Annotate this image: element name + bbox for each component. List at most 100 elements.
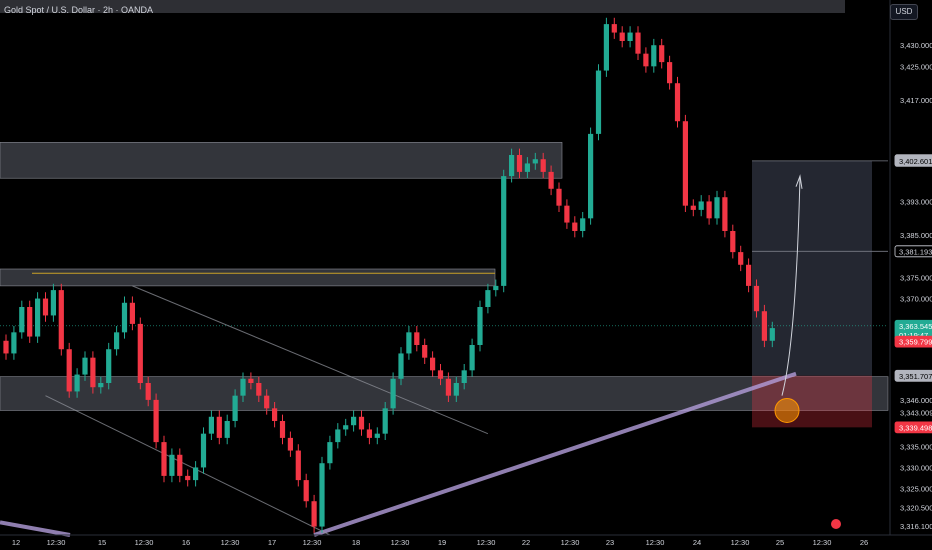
candle-body: [161, 442, 167, 476]
candle: [461, 364, 467, 390]
symbol-title: Gold Spot / U.S. Dollar · 2h · OANDA: [4, 5, 154, 15]
candle-body: [730, 231, 736, 253]
price-tick: 3,320.500: [900, 504, 932, 513]
candle-body: [327, 442, 333, 464]
candle: [580, 212, 586, 238]
candle: [469, 338, 475, 377]
price-tick: 3,417.000: [900, 96, 932, 105]
candle: [287, 431, 293, 457]
candle-body: [3, 340, 9, 354]
candle: [730, 224, 736, 259]
candle-body: [398, 353, 404, 379]
candle-body: [129, 302, 135, 324]
candle-body: [264, 395, 270, 409]
candle-body: [509, 155, 515, 177]
candle-body: [485, 290, 491, 307]
trendline-channel-top: [132, 285, 489, 435]
candle-body: [35, 298, 41, 337]
candle-body: [659, 45, 665, 63]
target-area: [752, 160, 872, 376]
price-tick: 3,316.100: [900, 522, 932, 531]
candle: [42, 292, 49, 322]
candle-body: [169, 454, 175, 476]
price-label-text: 3,381.193: [899, 247, 932, 256]
time-tick: 22: [522, 538, 530, 547]
candle: [114, 326, 120, 356]
supply-demand-zone: [0, 268, 496, 287]
candle: [193, 461, 199, 487]
candle-body: [19, 307, 25, 333]
buy-zone-marker: [774, 397, 800, 423]
candle-body: [303, 480, 309, 502]
candle-body: [516, 155, 523, 172]
candle-body: [453, 383, 459, 396]
candle: [556, 182, 562, 212]
candle-body: [461, 370, 467, 383]
time-tick: 12:30: [561, 538, 580, 547]
candle: [430, 351, 436, 377]
price-tick: 3,375.000: [900, 273, 932, 282]
candle: [27, 300, 33, 343]
candle-body: [358, 416, 365, 430]
candle-body: [90, 357, 96, 388]
price-tick: 3,370.000: [900, 295, 932, 304]
price-label: 3,402.601: [894, 155, 932, 167]
candle: [667, 55, 673, 90]
candle: [437, 364, 444, 386]
candle-body: [295, 450, 301, 481]
candle-body: [611, 24, 617, 33]
candle: [453, 376, 459, 402]
candle: [3, 334, 9, 360]
stop-area: [752, 375, 872, 428]
candle-body: [493, 285, 499, 291]
candle-body: [761, 311, 767, 341]
candle: [414, 326, 420, 352]
price-tick: 3,325.000: [900, 485, 932, 494]
candle-body: [674, 83, 681, 122]
price-label-box: [894, 155, 932, 167]
time-tick: 19: [438, 538, 446, 547]
candle: [643, 47, 649, 73]
price-label-text: 3,351.707: [899, 372, 932, 381]
candle-body: [382, 408, 388, 434]
candle-body: [82, 357, 88, 375]
candle-body: [114, 332, 120, 350]
price-label: 3,359.799: [894, 335, 932, 348]
candle-body: [366, 429, 372, 438]
candle-body: [572, 222, 578, 231]
candle-body: [27, 307, 33, 337]
candle: [335, 423, 341, 449]
candle-body: [145, 383, 151, 400]
candle-body: [335, 429, 341, 443]
time-tick: 18: [352, 538, 360, 547]
time-tick: 12:30: [303, 538, 322, 547]
candle: [722, 190, 728, 238]
candle-body: [595, 70, 602, 134]
candle-body: [667, 62, 673, 84]
candle-body: [469, 345, 475, 371]
candle-body: [193, 467, 199, 481]
candle-body: [588, 133, 594, 219]
candle: [121, 296, 128, 339]
candle-body: [208, 416, 214, 434]
candle: [611, 17, 617, 39]
candle-body: [256, 383, 262, 396]
candle: [706, 195, 712, 225]
candle: [746, 258, 752, 293]
time-tick: 15: [98, 538, 106, 547]
currency-button[interactable]: USD: [890, 4, 918, 20]
candle-body: [311, 501, 317, 527]
candle-body: [279, 421, 286, 438]
candle-body: [430, 357, 436, 371]
price-tick: 3,330.000: [900, 463, 932, 472]
candle-body: [11, 332, 17, 354]
candle-body: [66, 349, 72, 392]
candle: [106, 342, 112, 390]
candle: [319, 456, 325, 533]
candle-body: [524, 163, 530, 172]
candle: [603, 17, 609, 77]
candle: [422, 338, 428, 364]
price-label-box: [894, 369, 932, 382]
time-tick: 25: [776, 538, 784, 547]
